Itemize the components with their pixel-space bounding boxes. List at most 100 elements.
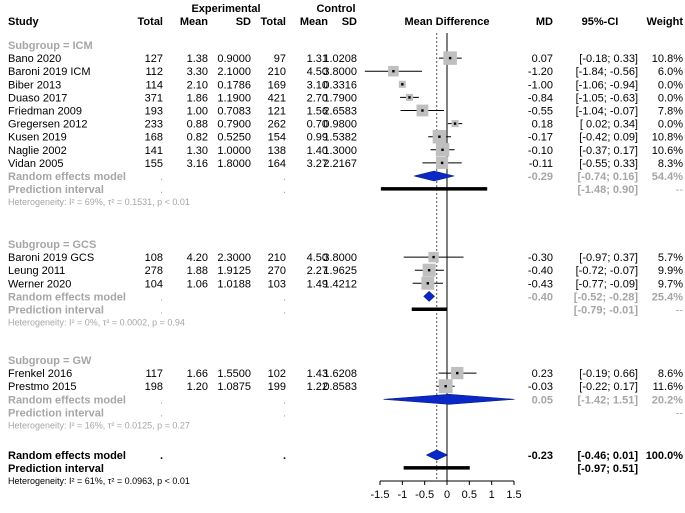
header-sd-c: SD	[342, 16, 357, 28]
mean-e-value: 1.30	[187, 145, 208, 157]
total-e-dot: .	[160, 171, 163, 183]
sd-c-value: 3.8000	[323, 252, 357, 264]
study-point	[441, 148, 444, 151]
weight-value: 9.7%	[658, 278, 683, 290]
prediction-weight-value: --	[676, 184, 684, 196]
subgroup-diamond	[423, 290, 435, 302]
mean-c-value: 3.27	[307, 158, 328, 170]
subgroup-random-effects-label: Random effects model	[8, 291, 126, 303]
header-total-e: Total	[138, 16, 163, 28]
overall-prediction-label: Prediction interval	[8, 463, 104, 475]
total-e-value: 104	[145, 278, 163, 290]
sd-c-value: 1.6208	[323, 368, 357, 380]
subgroup-prediction-label: Prediction interval	[8, 184, 104, 196]
sd-e-value: 0.7083	[217, 106, 251, 118]
study-name: Baroni 2019 ICM	[8, 66, 91, 78]
header-ci: 95%-CI	[582, 16, 619, 28]
md-value: -0.84	[528, 92, 553, 104]
ci-value: [-1.05; -0.63]	[576, 92, 638, 104]
mean-c-value: 1.22	[307, 381, 328, 393]
ci-value: [-0.42; 0.09]	[579, 132, 638, 144]
subgroup-weight-value: 25.4%	[652, 291, 683, 303]
total-c-dot: .	[283, 171, 286, 183]
header-weight: Weight	[647, 16, 684, 28]
study-point	[432, 255, 435, 259]
study-name: Frenkel 2016	[8, 368, 72, 380]
mean-e-value: 1.86	[187, 92, 208, 104]
sd-c-value: 1.7900	[323, 92, 357, 104]
weight-value: 0.0%	[658, 79, 683, 91]
mean-e-value: 0.82	[187, 132, 208, 144]
sd-c-value: 0.8583	[323, 381, 357, 393]
mean-c-value: 1.56	[307, 106, 328, 118]
overall-ci-value: [-0.46; 0.01]	[577, 450, 638, 462]
header-control: Control	[316, 3, 355, 15]
sd-e-value: 2.1000	[217, 66, 251, 78]
weight-value: 8.6%	[658, 368, 683, 380]
prediction-ci-value: [-0.79; -0.01]	[574, 305, 639, 317]
study-point	[426, 282, 429, 285]
study-name: Prestmo 2015	[8, 381, 76, 393]
md-value: -0.11	[529, 158, 553, 170]
total-e-dot: .	[160, 184, 163, 196]
total-e-value: 141	[145, 145, 163, 157]
md-value: -0.55	[528, 106, 553, 118]
weight-value: 10.8%	[652, 53, 683, 65]
subgroup-ci-value: [-1.42; 1.51]	[577, 394, 638, 406]
sd-e-value: 0.5250	[217, 132, 251, 144]
mean-e-value: 0.88	[187, 119, 208, 131]
mean-e-value: 1.66	[187, 368, 208, 380]
ci-value: [-0.18; 0.33]	[579, 53, 638, 65]
mean-e-value: 3.30	[187, 66, 208, 78]
sd-e-value: 0.7900	[217, 119, 251, 131]
ci-value: [-1.04; -0.07]	[576, 106, 638, 118]
subgroup-diamond	[383, 393, 515, 405]
mean-e-value: 1.00	[187, 106, 208, 118]
study-name: Biber 2013	[8, 79, 61, 91]
total-c-value: 164	[268, 158, 286, 170]
total-e-value: 155	[145, 158, 163, 170]
total-e-value: 114	[145, 79, 163, 91]
mean-c-value: 1.40	[307, 145, 328, 157]
subgroup-label: Subgroup = ICM	[8, 40, 93, 52]
subgroup-random-effects-label: Random effects model	[8, 171, 126, 183]
total-c-value: 262	[268, 119, 286, 131]
weight-value: 11.6%	[653, 381, 684, 393]
mean-c-value: 0.70	[307, 119, 328, 131]
x-axis-tick-label: 1	[489, 489, 495, 501]
weight-value: 9.9%	[658, 265, 683, 277]
total-e-dot: .	[160, 305, 163, 317]
mean-e-value: 1.20	[187, 381, 208, 393]
total-e-dot: .	[160, 407, 163, 419]
total-e-value: 168	[145, 132, 163, 144]
overall-weight-value: 100.0%	[646, 450, 684, 462]
mean-e-value: 3.16	[187, 158, 208, 170]
mean-c-value: 4.50	[307, 252, 328, 264]
overall-total-c: .	[283, 450, 286, 462]
sd-e-value: 1.0000	[217, 145, 251, 157]
total-e-value: 108	[145, 252, 163, 264]
mean-c-value: 4.50	[307, 66, 328, 78]
overall-prediction-ci: [-0.97; 0.51]	[577, 463, 638, 475]
mean-c-value: 2.70	[307, 92, 328, 104]
mean-c-value: 0.99	[307, 132, 328, 144]
header-mean-difference: Mean Difference	[405, 16, 490, 28]
sd-e-value: 0.9000	[217, 53, 251, 65]
subgroup-heterogeneity: Heterogeneity: I² = 0%, τ² = 0.0002, p =…	[8, 318, 185, 328]
overall-random-effects-label: Random effects model	[8, 450, 126, 462]
study-point	[444, 385, 447, 388]
subgroup-heterogeneity: Heterogeneity: I² = 16%, τ² = 0.0125, p …	[8, 421, 190, 431]
mean-c-value: 1.31	[307, 53, 328, 65]
prediction-interval-bar	[411, 307, 447, 311]
mean-c-value: 2.27	[307, 265, 328, 277]
study-point	[408, 96, 411, 99]
mean-e-value: 4.20	[187, 252, 208, 264]
study-point	[427, 269, 431, 272]
total-c-value: 154	[268, 132, 286, 144]
subgroup-heterogeneity: Heterogeneity: I² = 69%, τ² = 0.1531, p …	[8, 197, 190, 207]
x-axis-tick-label: -0.5	[415, 489, 434, 501]
total-c-dot: .	[283, 394, 286, 406]
subgroup-label: Subgroup = GCS	[8, 239, 96, 251]
weight-value: 10.8%	[652, 132, 683, 144]
total-e-value: 193	[145, 106, 163, 118]
